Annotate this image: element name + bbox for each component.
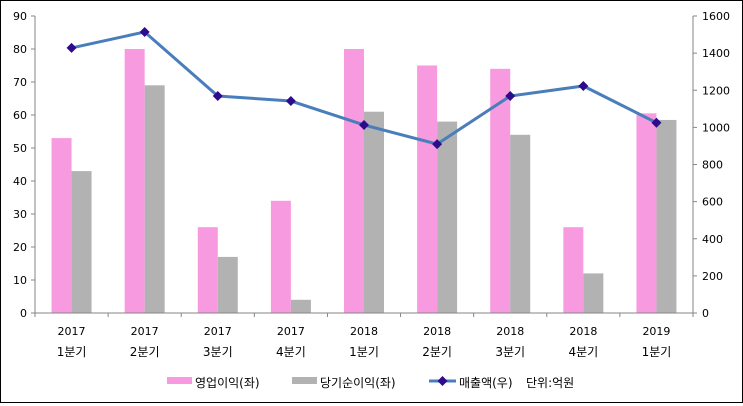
net-income-bar bbox=[290, 299, 311, 313]
legend-label-net-income: 당기순이익(좌) bbox=[320, 376, 396, 390]
operating-profit-bar bbox=[197, 227, 218, 313]
net-income-bar bbox=[71, 171, 92, 313]
left-axis-tick-label: 80 bbox=[13, 43, 27, 56]
x-axis-year-label: 2017 bbox=[58, 325, 86, 338]
x-axis-quarter-label: 4분기 bbox=[568, 345, 598, 359]
operating-profit-bar bbox=[636, 113, 657, 313]
x-axis-year-label: 2017 bbox=[131, 325, 159, 338]
right-axis-tick-label: 1600 bbox=[702, 10, 730, 23]
x-axis-year-label: 2017 bbox=[277, 325, 305, 338]
left-axis-tick-label: 70 bbox=[13, 76, 27, 89]
x-axis-quarter-label: 2분기 bbox=[422, 345, 452, 359]
revenue-marker bbox=[359, 119, 369, 130]
legend-marker-revenue bbox=[437, 376, 448, 386]
right-axis-tick-label: 800 bbox=[702, 159, 723, 172]
x-axis-quarter-label: 3분기 bbox=[495, 345, 525, 359]
right-axis-tick-label: 200 bbox=[702, 270, 723, 283]
revenue-marker bbox=[66, 42, 77, 53]
revenue-marker bbox=[505, 91, 516, 102]
x-axis-year-label: 2018 bbox=[569, 325, 597, 338]
left-axis-tick-label: 0 bbox=[20, 307, 27, 320]
right-axis-tick-label: 1000 bbox=[702, 121, 730, 134]
left-axis-tick-label: 10 bbox=[13, 274, 27, 287]
operating-profit-bar bbox=[124, 49, 145, 313]
net-income-bar bbox=[144, 85, 165, 313]
left-axis-tick-label: 20 bbox=[13, 241, 27, 254]
revenue-marker bbox=[285, 96, 296, 107]
right-axis-tick-label: 0 bbox=[702, 307, 709, 320]
right-axis-tick-label: 1400 bbox=[702, 47, 730, 60]
operating-profit-bar bbox=[270, 200, 291, 313]
legend-swatch-net-income bbox=[292, 377, 317, 384]
net-income-bar bbox=[656, 119, 677, 313]
right-axis-tick-label: 600 bbox=[702, 196, 723, 209]
right-axis-tick-label: 400 bbox=[702, 233, 723, 246]
legend-swatch-operating-profit bbox=[167, 377, 192, 384]
x-axis-quarter-label: 1분기 bbox=[349, 345, 379, 359]
net-income-bar bbox=[364, 111, 384, 313]
x-axis-year-label: 2018 bbox=[423, 325, 451, 338]
x-axis-quarter-label: 4분기 bbox=[276, 345, 306, 359]
left-axis-tick-label: 60 bbox=[13, 109, 27, 122]
x-axis-year-label: 2018 bbox=[350, 325, 378, 338]
left-axis-tick-label: 40 bbox=[13, 175, 27, 188]
net-income-bar bbox=[217, 256, 238, 313]
x-axis-quarter-label: 1분기 bbox=[642, 345, 672, 359]
net-income-bar bbox=[583, 273, 604, 313]
net-income-bar bbox=[437, 121, 458, 313]
x-axis-quarter-label: 3분기 bbox=[203, 345, 233, 359]
right-axis-tick-label: 1200 bbox=[702, 84, 730, 97]
operating-profit-bar bbox=[563, 227, 584, 313]
legend-label-revenue: 매출액(우) bbox=[459, 376, 513, 390]
revenue-marker bbox=[578, 80, 589, 91]
revenue-marker bbox=[212, 91, 223, 102]
revenue-marker bbox=[139, 26, 150, 37]
x-axis-year-label: 2019 bbox=[642, 325, 670, 338]
operating-profit-bar bbox=[51, 138, 72, 313]
unit-note: 단위:억원 bbox=[526, 376, 574, 390]
left-axis-tick-label: 90 bbox=[13, 10, 27, 23]
operating-profit-bar bbox=[417, 65, 438, 313]
revenue-marker bbox=[432, 139, 443, 150]
net-income-bar bbox=[510, 134, 531, 313]
left-axis-tick-label: 30 bbox=[13, 208, 27, 221]
legend-label-operating-profit: 영업이익(좌) bbox=[195, 376, 260, 390]
operating-profit-bar bbox=[344, 49, 364, 313]
x-axis-quarter-label: 1분기 bbox=[57, 345, 87, 359]
x-axis-quarter-label: 2분기 bbox=[130, 345, 160, 359]
x-axis-year-label: 2017 bbox=[204, 325, 232, 338]
left-axis-tick-label: 50 bbox=[13, 142, 27, 155]
revenue-marker bbox=[651, 117, 662, 128]
x-axis-year-label: 2018 bbox=[496, 325, 524, 338]
operating-profit-bar bbox=[490, 68, 511, 313]
